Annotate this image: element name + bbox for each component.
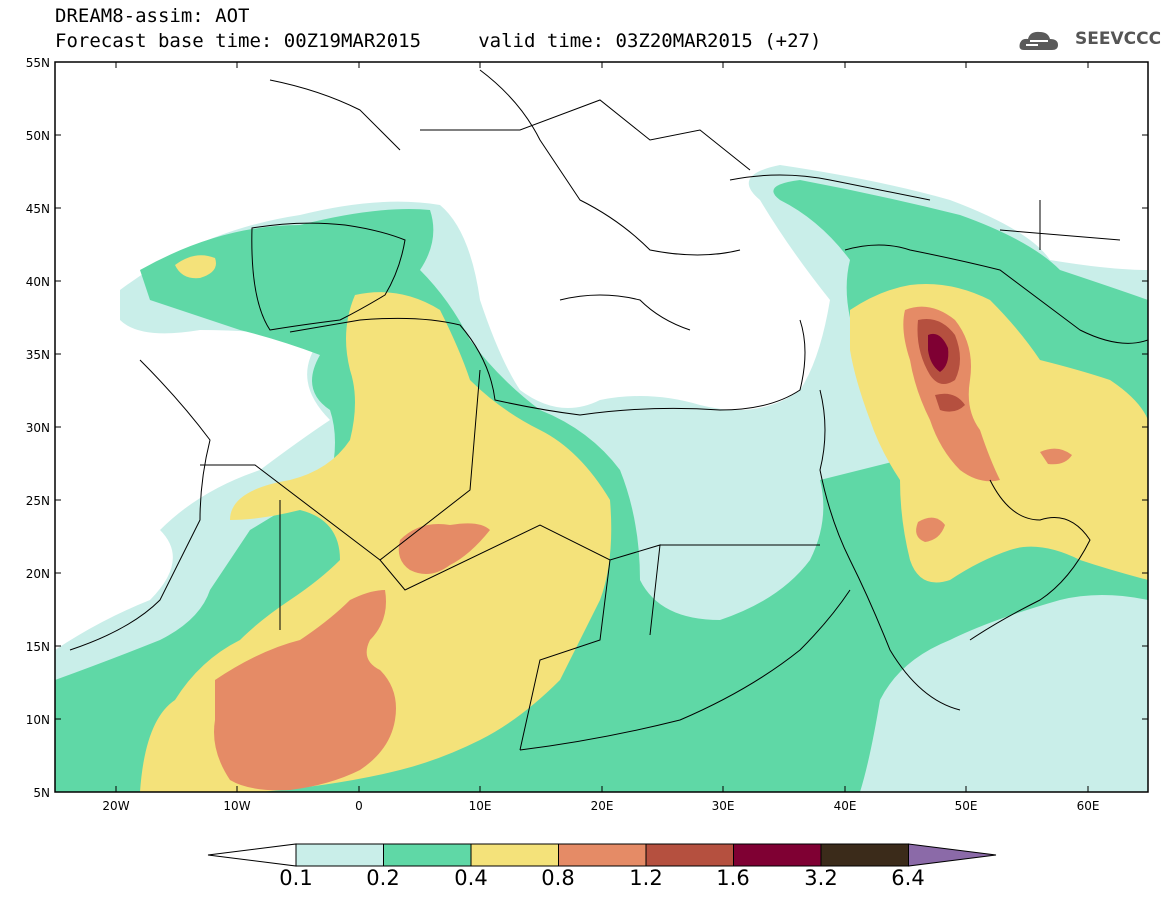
lon-tick-label: 10E [469, 799, 492, 813]
colorbar-segment-0.8-1.2 [558, 843, 647, 867]
colorbar-label: 1.6 [716, 866, 750, 890]
aot-band-1.6-3.2 [928, 333, 949, 372]
lat-tick-label: 40N [26, 275, 50, 289]
lat-tick-label: 20N [26, 567, 50, 581]
cloud-logo-icon [1019, 31, 1058, 50]
colorbar-label: 3.2 [804, 866, 838, 890]
aot-band-0.8-1.2-gulf [1040, 448, 1072, 465]
lon-tick-label: 30E [712, 799, 735, 813]
colorbar-segment-0.2-0.4 [383, 843, 472, 867]
colorbar-label: 0.4 [454, 866, 488, 890]
lon-tick-label: 10W [223, 799, 250, 813]
colorbar-segment-0.1-0.2 [295, 843, 384, 867]
lat-tick-label: 15N [26, 640, 50, 654]
lat-tick-label: 45N [26, 202, 50, 216]
chart-subtitle-times: Forecast base time: 00Z19MAR2015 valid t… [55, 30, 822, 52]
coastlines [69, 69, 1148, 751]
aot-shading [55, 62, 1148, 792]
lat-tick-label: 30N [26, 421, 50, 435]
lon-tick-label: 40E [834, 799, 857, 813]
colorbar-segment-1.6-3.2 [733, 843, 822, 867]
colorbar-segment-3.2-6.4 [820, 843, 909, 867]
colorbar-overflow-arrow [908, 843, 997, 867]
lat-tick-label: 25N [26, 494, 50, 508]
lat-tick-label: 5N [33, 786, 50, 800]
aot-band-0.4-0.8-patch1 [175, 255, 216, 279]
lat-tick-label: 50N [26, 129, 50, 143]
lat-tick-label: 55N [26, 56, 50, 70]
lon-tick-label: 60E [1077, 799, 1100, 813]
colorbar-segment-0.4-0.8 [470, 843, 559, 867]
lon-tick-label: 20W [102, 799, 129, 813]
chart-title: DREAM8-assim: AOT [55, 5, 250, 27]
aot-band-0.8-1.2-west-africa [214, 590, 396, 791]
lon-tick-label: 50E [955, 799, 978, 813]
lon-tick-label: 0 [355, 799, 363, 813]
aot-band-0.8-1.2-patch [916, 517, 945, 542]
colorbar-label: 0.1 [279, 866, 313, 890]
lon-tick-label: 20E [591, 799, 614, 813]
colorbar-underflow-arrow [207, 843, 297, 867]
aot-band-0.8-1.2-chad [398, 523, 490, 574]
lat-tick-label: 35N [26, 348, 50, 362]
lat-axis: 55N 50N 45N 40N 35N 30N 25N 20N 15N 10N … [26, 56, 1148, 800]
colorbar-label: 1.2 [629, 866, 663, 890]
colorbar-label: 0.2 [366, 866, 400, 890]
colorbar-segment-1.2-1.6 [645, 843, 734, 867]
colorbar [207, 843, 997, 867]
lat-tick-label: 10N [26, 713, 50, 727]
colorbar-label: 6.4 [891, 866, 925, 890]
seevccc-logo-text: SEEVCCC [1075, 29, 1162, 49]
colorbar-label: 0.8 [541, 866, 575, 890]
lon-axis: 20W 10W 0 10E 20E 30E 40E 50E 60E [102, 62, 1099, 813]
